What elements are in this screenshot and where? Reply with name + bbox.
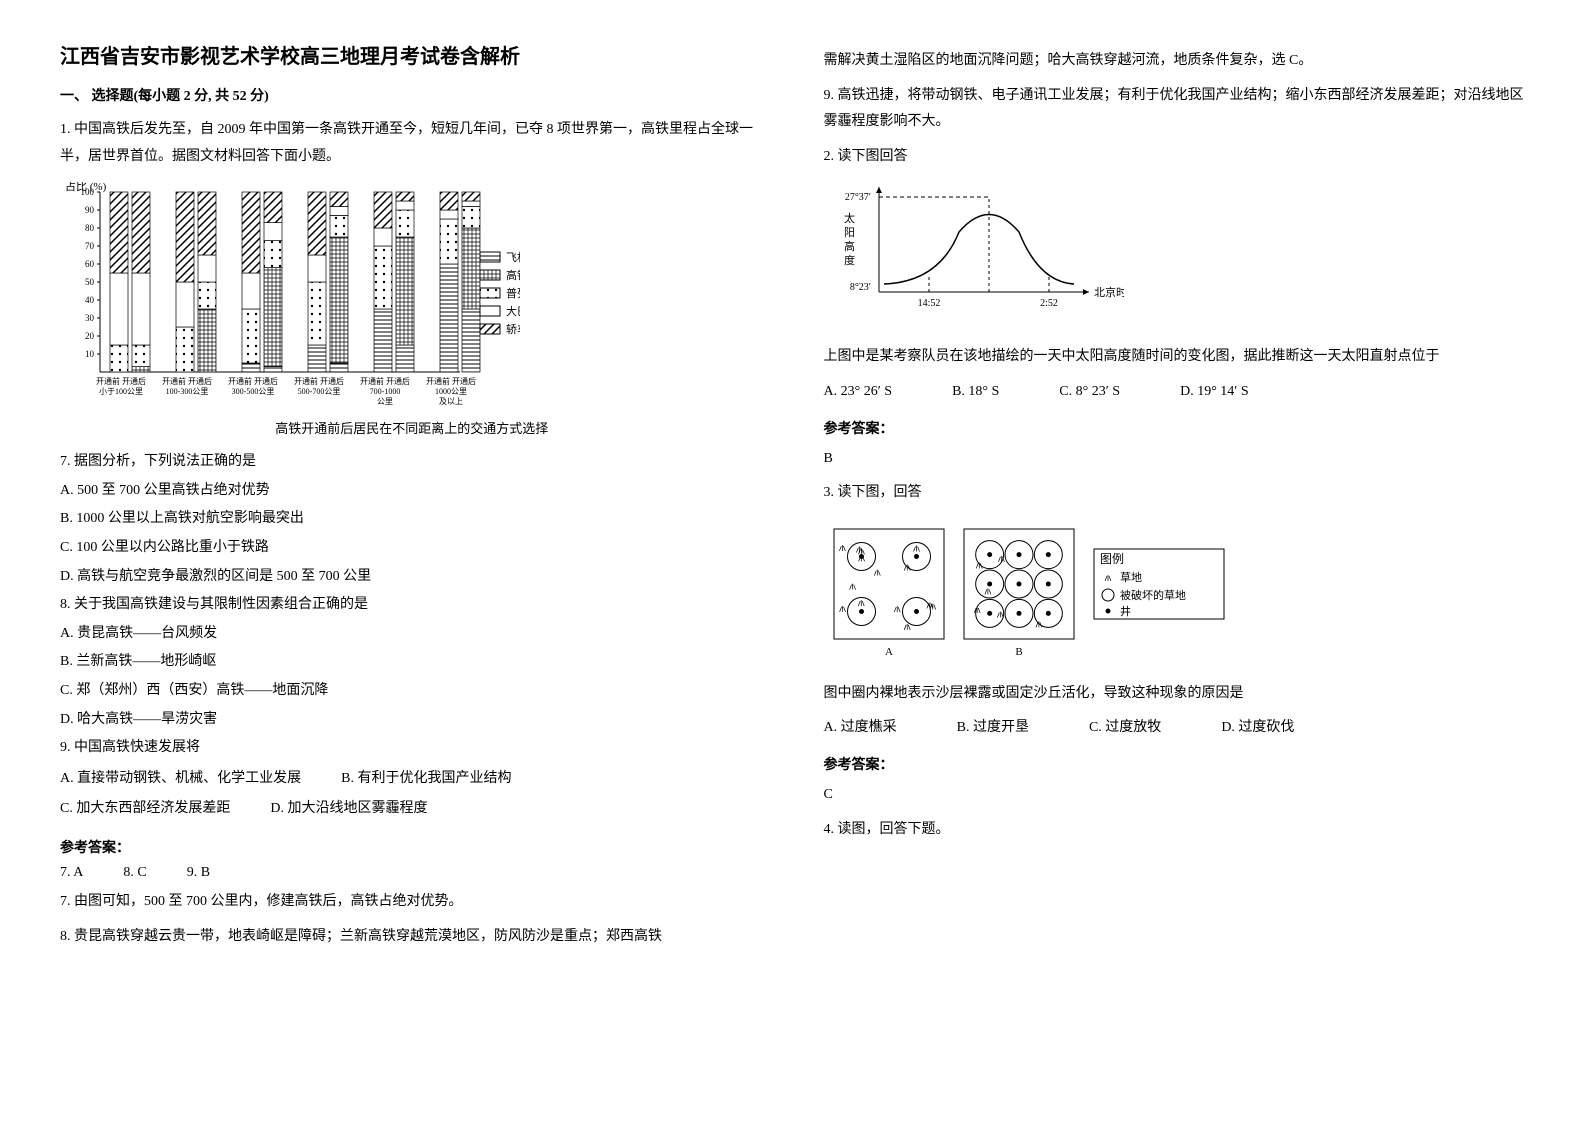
svg-text:阳: 阳 xyxy=(844,226,855,239)
q7-stem: 7. 据图分析，下列说法正确的是 xyxy=(60,449,764,476)
q3-a: A. 过度樵采 xyxy=(824,715,897,742)
chart-1-wrap: 占比 (%)102030405060708090100开通前 开通后小于100公… xyxy=(60,182,764,437)
answers-789: 7. A 8. C 9. B xyxy=(60,865,764,881)
svg-text:300-500公里: 300-500公里 xyxy=(232,387,275,396)
section-1-header: 一、 选择题(每小题 2 分, 共 52 分) xyxy=(60,85,764,105)
svg-text:100-300公里: 100-300公里 xyxy=(166,387,209,396)
q2-d: D. 19° 14′ S xyxy=(1180,379,1249,406)
ans-q2: B xyxy=(824,446,1528,473)
q7-d: D. 高铁与航空竞争最激烈的区间是 500 至 700 公里 xyxy=(60,564,764,591)
svg-text:图例: 图例 xyxy=(1100,552,1124,566)
page-title: 江西省吉安市影视艺术学校高三地理月考试卷含解析 xyxy=(60,40,764,69)
svg-text:A: A xyxy=(885,646,893,658)
q3-c: C. 过度放牧 xyxy=(1089,715,1161,742)
svg-text:100: 100 xyxy=(81,187,95,197)
q2-text: 上图中是某考察队员在该地描绘的一天中太阳高度随时间的变化图，据此推断这一天太阳直… xyxy=(824,344,1528,371)
svg-text:50: 50 xyxy=(85,277,95,287)
ans-q3: C xyxy=(824,782,1528,809)
q2-options: A. 23° 26′ S B. 18° S C. 8° 23′ S D. 19°… xyxy=(824,379,1528,406)
q3-intro: 3. 读下图，回答 xyxy=(824,480,1528,507)
q7-c: C. 100 公里以内公路比重小于铁路 xyxy=(60,535,764,562)
svg-text:开通前 开通后: 开通前 开通后 xyxy=(96,376,146,386)
svg-text:27°37′: 27°37′ xyxy=(844,192,870,203)
chart-3: A B 图例草地被破坏的草地井 xyxy=(824,519,1284,669)
chart-1: 占比 (%)102030405060708090100开通前 开通后小于100公… xyxy=(60,182,520,412)
q7-a: A. 500 至 700 公里高铁占绝对优势 xyxy=(60,478,764,505)
answer-header-1: 参考答案： xyxy=(60,837,764,857)
chart-2: 27°37′ 太阳高度 8°23′ 14:52 2:52 北京时间 xyxy=(824,182,1124,332)
svg-text:草地: 草地 xyxy=(1120,571,1142,584)
q8-b: B. 兰新高铁——地形崎岖 xyxy=(60,649,764,676)
q3-options: A. 过度樵采 B. 过度开垦 C. 过度放牧 D. 过度砍伐 xyxy=(824,715,1528,742)
svg-text:小于100公里: 小于100公里 xyxy=(99,387,143,396)
svg-text:B: B xyxy=(1015,646,1022,658)
left-column: 江西省吉安市影视艺术学校高三地理月考试卷含解析 一、 选择题(每小题 2 分, … xyxy=(60,40,764,958)
svg-text:高铁: 高铁 xyxy=(506,268,520,282)
answer-header-3: 参考答案： xyxy=(824,754,1528,774)
svg-text:度: 度 xyxy=(844,253,855,267)
svg-text:普列: 普列 xyxy=(506,286,520,300)
q8-stem: 8. 关于我国高铁建设与其限制性因素组合正确的是 xyxy=(60,592,764,619)
svg-text:公里: 公里 xyxy=(377,397,393,406)
svg-text:开通前 开通后: 开通前 开通后 xyxy=(162,376,212,386)
svg-text:500-700公里: 500-700公里 xyxy=(298,387,341,396)
q2-c: C. 8° 23′ S xyxy=(1059,379,1120,406)
svg-text:8°23′: 8°23′ xyxy=(849,282,870,293)
svg-text:太: 太 xyxy=(844,212,855,225)
svg-text:2:52: 2:52 xyxy=(1040,298,1058,309)
svg-text:被破坏的草地: 被破坏的草地 xyxy=(1120,588,1186,602)
svg-text:及以上: 及以上 xyxy=(439,397,463,406)
svg-text:1000公里: 1000公里 xyxy=(435,387,467,396)
exp-8: 8. 贵昆高铁穿越云贵一带，地表崎岖是障碍；兰新高铁穿越荒漠地区，防风防沙是重点… xyxy=(60,924,764,951)
svg-text:轿车: 轿车 xyxy=(506,322,520,336)
svg-text:70: 70 xyxy=(85,241,95,251)
svg-text:80: 80 xyxy=(85,223,95,233)
chart-2-wrap: 27°37′ 太阳高度 8°23′ 14:52 2:52 北京时间 xyxy=(824,182,1528,332)
q3-d: D. 过度砍伐 xyxy=(1221,715,1294,742)
answer-header-2: 参考答案： xyxy=(824,418,1528,438)
q9-stem: 9. 中国高铁快速发展将 xyxy=(60,735,764,762)
ans-7: 7. A xyxy=(60,865,83,881)
svg-text:90: 90 xyxy=(85,205,95,215)
ans-8: 8. C xyxy=(123,865,146,881)
exp-9: 9. 高铁迅捷，将带动钢铁、电子通讯工业发展；有利于优化我国产业结构；缩小东西部… xyxy=(824,83,1528,136)
svg-text:开通前 开通后: 开通前 开通后 xyxy=(294,376,344,386)
svg-text:14:52: 14:52 xyxy=(917,298,940,309)
svg-text:60: 60 xyxy=(85,259,95,269)
q7-b: B. 1000 公里以上高铁对航空影响最突出 xyxy=(60,506,764,533)
ans-9: 9. B xyxy=(187,865,210,881)
svg-text:10: 10 xyxy=(85,349,95,359)
svg-text:高: 高 xyxy=(844,239,855,253)
svg-text:700-1000: 700-1000 xyxy=(370,387,401,396)
q2-intro: 2. 读下图回答 xyxy=(824,144,1528,171)
q2-b: B. 18° S xyxy=(952,379,999,406)
q1-intro: 1. 中国高铁后发先至，自 2009 年中国第一条高铁开通至今，短短几年间，已夺… xyxy=(60,117,764,170)
svg-text:北京时间: 北京时间 xyxy=(1094,285,1124,299)
q2-a: A. 23° 26′ S xyxy=(824,379,893,406)
svg-text:20: 20 xyxy=(85,331,95,341)
q8-a: A. 贵昆高铁——台风频发 xyxy=(60,621,764,648)
svg-text:30: 30 xyxy=(85,313,95,323)
chart-1-caption: 高铁开通前后居民在不同距离上的交通方式选择 xyxy=(60,418,764,437)
exp-7: 7. 由图可知，500 至 700 公里内，修建高铁后，高铁占绝对优势。 xyxy=(60,889,764,916)
svg-text:大巴: 大巴 xyxy=(506,304,520,318)
svg-text:飞机: 飞机 xyxy=(506,250,520,264)
chart-3-wrap: A B 图例草地被破坏的草地井 xyxy=(824,519,1528,669)
q9-a: A. 直接带动钢铁、机械、化学工业发展 xyxy=(60,766,301,793)
q9-c: C. 加大东西部经济发展差距 xyxy=(60,796,230,823)
svg-text:井: 井 xyxy=(1120,604,1131,618)
right-column: 需解决黄土湿陷区的地面沉降问题；哈大高铁穿越河流，地质条件复杂，选 C。 9. … xyxy=(824,40,1528,958)
q4-intro: 4. 读图，回答下题。 xyxy=(824,817,1528,844)
q9-d: D. 加大沿线地区雾霾程度 xyxy=(270,796,427,823)
q8-d: D. 哈大高铁——旱涝灾害 xyxy=(60,707,764,734)
q8-c: C. 郑（郑州）西（西安）高铁——地面沉降 xyxy=(60,678,764,705)
svg-text:40: 40 xyxy=(85,295,95,305)
svg-text:开通前 开通后: 开通前 开通后 xyxy=(228,376,278,386)
q9-b: B. 有利于优化我国产业结构 xyxy=(341,766,511,793)
exp-8b: 需解决黄土湿陷区的地面沉降问题；哈大高铁穿越河流，地质条件复杂，选 C。 xyxy=(824,48,1528,75)
q3-text: 图中圈内裸地表示沙层裸露或固定沙丘活化，导致这种现象的原因是 xyxy=(824,681,1528,708)
svg-text:开通前 开通后: 开通前 开通后 xyxy=(426,376,476,386)
svg-text:开通前 开通后: 开通前 开通后 xyxy=(360,376,410,386)
q3-b: B. 过度开垦 xyxy=(957,715,1029,742)
